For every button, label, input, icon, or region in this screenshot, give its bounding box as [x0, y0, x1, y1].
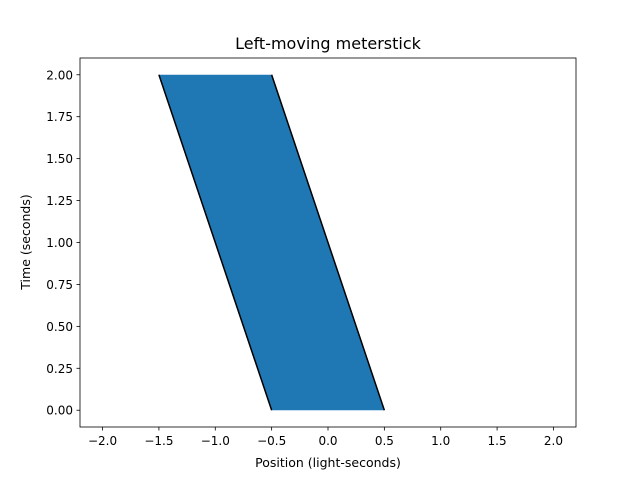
left-end-worldline [158, 74, 273, 411]
x-tick-label: 2.0 [544, 434, 563, 448]
y-tick-label: 0.00 [46, 404, 73, 418]
y-tick-label: 0.50 [46, 320, 73, 334]
filled-region [158, 74, 385, 411]
x-tick-label: −1.5 [144, 434, 173, 448]
x-tick-label: 0.5 [375, 434, 394, 448]
y-tick-label: 0.75 [46, 278, 73, 292]
y-tick-label: 0.25 [46, 362, 73, 376]
y-tick-label: 1.00 [46, 236, 73, 250]
x-tick-label: −0.5 [257, 434, 286, 448]
y-tick-label: 1.50 [46, 152, 73, 166]
y-tick-label: 1.75 [46, 110, 73, 124]
y-tick-label: 2.00 [46, 68, 73, 82]
x-tick-label: −2.0 [88, 434, 117, 448]
x-tick-label: 1.5 [488, 434, 507, 448]
x-axis-label: Position (light-seconds) [255, 455, 401, 470]
y-axis-label: Time (seconds) [18, 194, 33, 290]
x-tick-label: 0.0 [318, 434, 337, 448]
right-end-worldline [270, 74, 386, 411]
y-tick-label: 1.25 [46, 194, 73, 208]
x-tick-label: −1.0 [201, 434, 230, 448]
x-tick-label: 1.0 [431, 434, 450, 448]
chart-title: Left-moving meterstick [235, 34, 422, 53]
plot-area: −2.0 −1.5 −1.0 −0.5 0.0 0.5 1.0 1.5 2.0 0.00 0.25 0… [46, 57, 577, 448]
